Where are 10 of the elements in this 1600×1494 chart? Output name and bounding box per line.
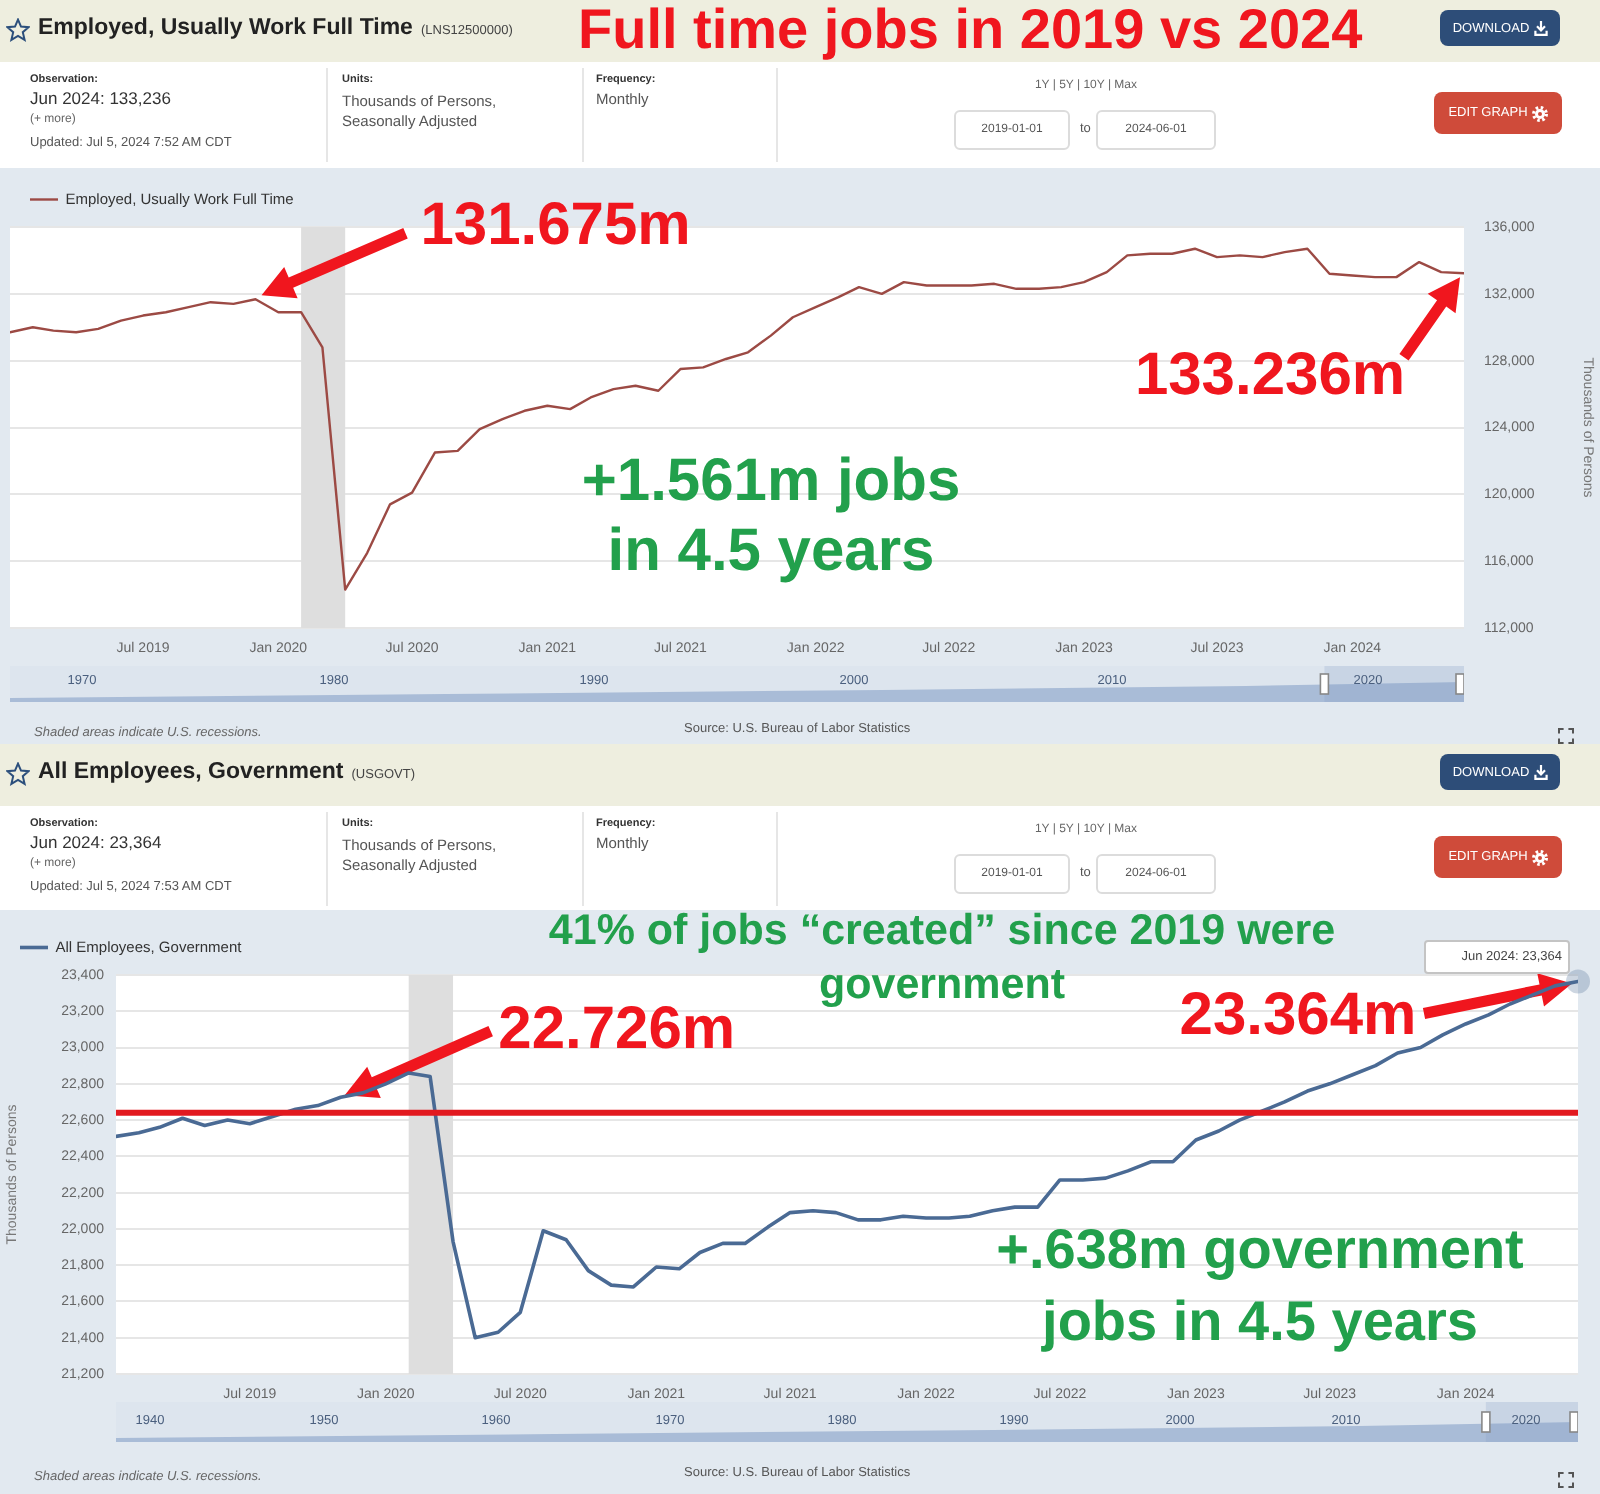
annotation: 131.675m <box>420 191 691 258</box>
chart-title: Employed, Usually Work Full Time <box>38 16 413 40</box>
annotation: +1.561m jobs in 4.5 years <box>579 446 963 586</box>
annotation: 22.726m <box>498 995 736 1062</box>
text: Jun 2024: 23,364 <box>30 832 162 854</box>
annotation: 133.236m <box>1134 341 1406 408</box>
annotation: +.638m government jobs in 4.5 years <box>994 1216 1526 1356</box>
chart-title: All Employees, Government <box>38 760 344 784</box>
text: Jun 2024: 133,236 <box>30 88 171 110</box>
text: Full time jobs in 2019 vs 2024 <box>578 0 1363 63</box>
